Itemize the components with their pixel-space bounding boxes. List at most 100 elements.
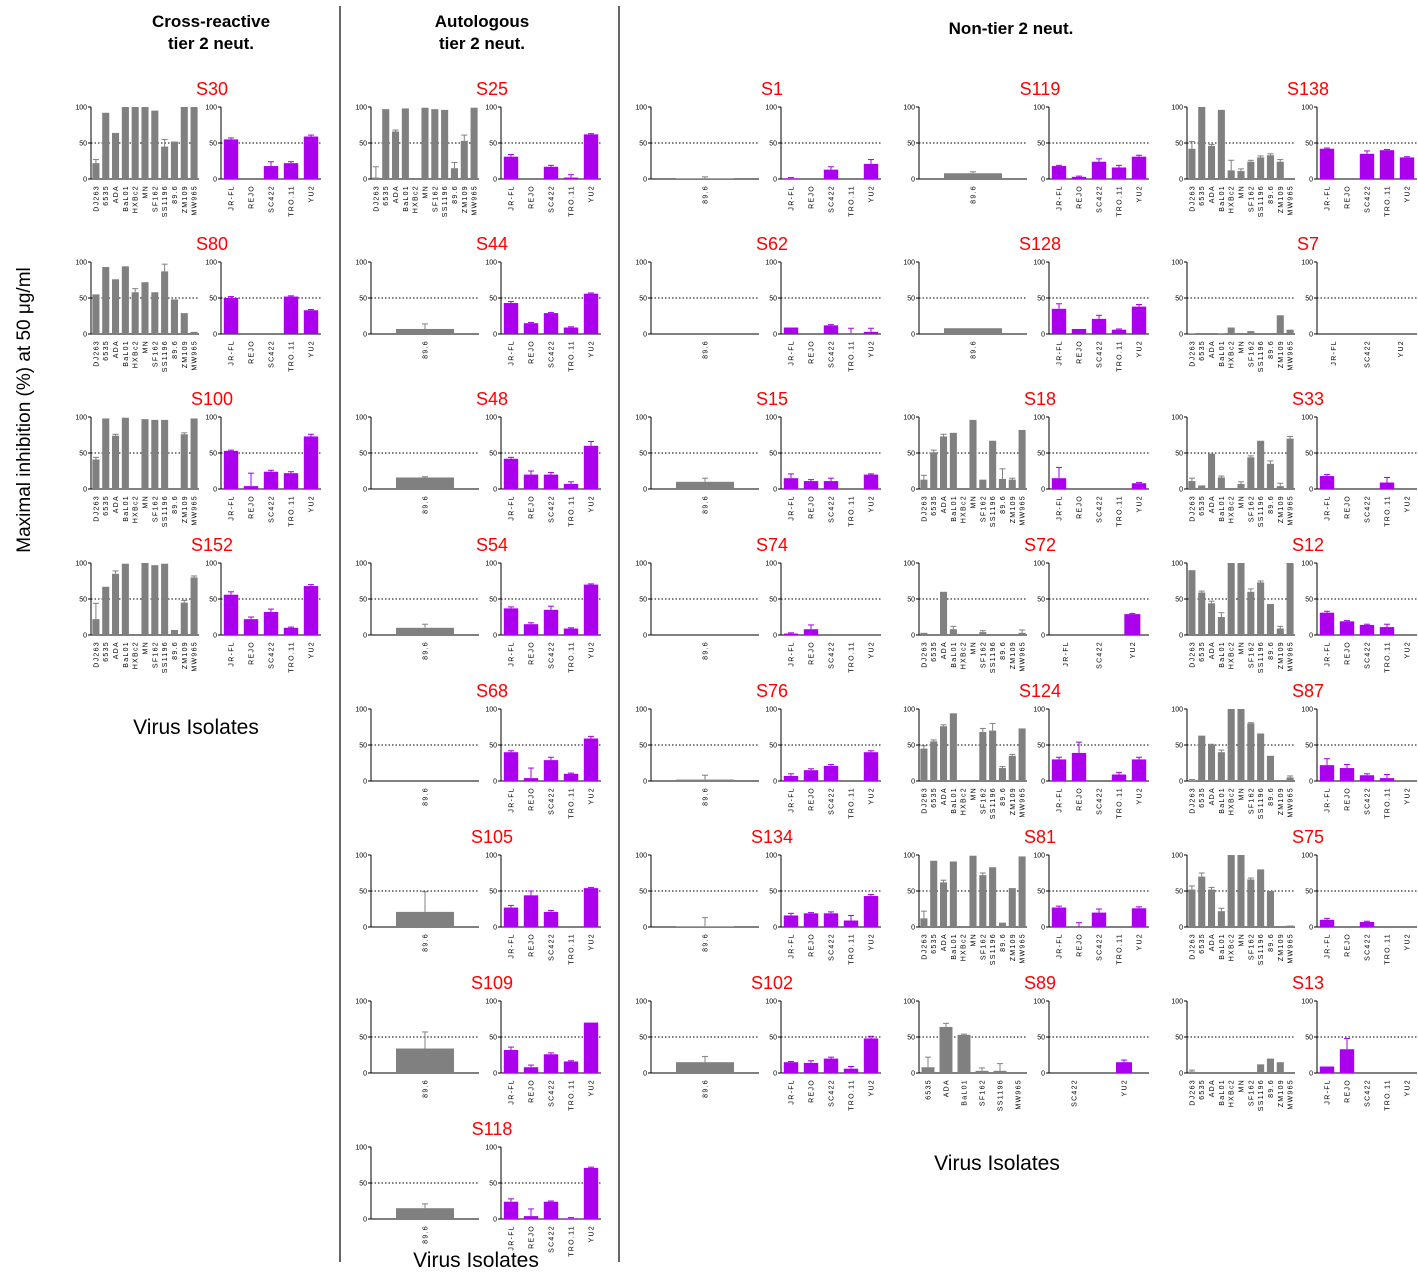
bar-s12-zm109 [1276, 628, 1284, 635]
bar-s44-yu2 [583, 293, 599, 334]
y-tick-label: 50 [359, 296, 367, 303]
bar-s89-ss1196 [993, 1070, 1007, 1073]
y-tick-label: 0 [643, 177, 647, 184]
x-tick-label: SC422 [549, 933, 556, 961]
group-title-autologous-line1: Autologous [435, 12, 529, 31]
y-tick-label: 0 [1179, 487, 1183, 494]
bar-s13-dj263 [1188, 1071, 1196, 1073]
x-tick-label: BaL01 [951, 641, 958, 668]
bar-s119-yu2 [1131, 156, 1147, 179]
y-tick-label: 50 [489, 1181, 497, 1188]
bar-s15-jr-fl [783, 478, 799, 489]
bar-s13-ss1196 [1257, 1064, 1265, 1073]
panel-s76: S76 0 50 100 89.6 0 50 100 JR-FL REJO SC422 TRO.11 Y… [635, 681, 881, 819]
x-tick-label: SC422 [549, 1225, 556, 1253]
x-tick-label: 89.6 [1268, 933, 1275, 952]
panel-title-s81: S81 [1024, 827, 1056, 847]
bar-s128-tro-11 [1111, 329, 1127, 334]
x-tick-label: SF162 [1248, 495, 1255, 522]
y-tick-label: 100 [635, 707, 647, 714]
x-tick-label: REJO [809, 641, 816, 665]
bar-s124-dj263 [920, 748, 928, 781]
y-tick-label: 50 [359, 597, 367, 604]
y-tick-label: 50 [1175, 296, 1183, 303]
x-tick-label: TRO.11 [289, 185, 296, 217]
x-tick-label: 6535 [1199, 495, 1206, 516]
y-tick-label: 100 [205, 260, 217, 267]
bar-s18-89-6 [998, 478, 1006, 489]
bar-s128-jr-fl [1051, 308, 1067, 334]
x-tick-label: REJO [1077, 340, 1084, 364]
bar-s7-zm109 [1276, 315, 1284, 334]
y-tick-label: 50 [1175, 743, 1183, 750]
x-tick-label: BaL01 [962, 1079, 969, 1106]
x-tick-label: TRO.11 [849, 933, 856, 965]
bar-s72-mw965 [1018, 632, 1026, 635]
bar-s30-mw965 [190, 107, 198, 179]
x-tick-label: MN [1239, 787, 1246, 801]
x-tick-label: YU2 [869, 185, 876, 203]
bar-s100-mw965 [190, 418, 198, 489]
x-tick-label: 89.6 [172, 185, 179, 204]
x-tick-label: ADA [941, 495, 948, 513]
bar-s81-sf162 [979, 875, 987, 927]
panel-title-s134: S134 [751, 827, 793, 847]
x-tick-label: SS1196 [998, 1079, 1005, 1111]
x-tick-label: BaL01 [123, 185, 130, 212]
x-tick-label: SF162 [1248, 1079, 1255, 1106]
bar-s30-ada [112, 132, 120, 179]
y-tick-label: 0 [773, 177, 777, 184]
bar-s76-89-6 [676, 779, 734, 781]
panel-s15: S15 0 50 100 89.6 0 50 100 JR-FL REJO SC422 TRO.11 Y… [635, 389, 881, 527]
bar-s25-ada [392, 131, 400, 179]
bar-s33-sf162 [1247, 457, 1255, 489]
x-tick-label: 89.6 [1268, 787, 1275, 806]
x-tick-label: JR-FL [1325, 185, 1332, 211]
y-tick-label: 0 [1309, 177, 1313, 184]
bar-s102-yu2 [863, 1038, 879, 1073]
x-tick-label: MW965 [1288, 185, 1295, 216]
x-tick-label: TRO.11 [1385, 185, 1392, 217]
bar-s12-89-6 [1266, 604, 1274, 635]
bar-s87-sf162 [1247, 723, 1255, 781]
x-tick-label: JR-FL [789, 495, 796, 521]
panel-title-s7: S7 [1297, 234, 1319, 254]
x-tick-label: DJ263 [1189, 933, 1196, 960]
bar-s75-89-6 [1266, 891, 1274, 927]
y-tick-label: 100 [1171, 707, 1183, 714]
x-tick-label: ADA [941, 641, 948, 659]
y-tick-label: 0 [1041, 332, 1045, 339]
y-tick-label: 50 [769, 141, 777, 148]
x-axis-label-non-tier2: Virus Isolates [934, 1152, 1060, 1175]
x-tick-label: SS1196 [162, 340, 169, 372]
x-tick-label: ADA [1209, 933, 1216, 951]
y-tick-label: 0 [213, 633, 217, 640]
panel-s48: S48 0 50 100 89.6 0 50 100 JR-FL REJO SC422 TRO.11 Y… [355, 389, 601, 527]
bar-s118-tro-11 [563, 1218, 579, 1219]
bar-s30-hxbc2 [131, 107, 139, 179]
bar-s109-89-6 [396, 1048, 454, 1073]
x-tick-label: 6535 [103, 185, 110, 206]
x-tick-label: TRO.11 [569, 185, 576, 217]
y-tick-label: 50 [359, 743, 367, 750]
x-tick-label: YU2 [1137, 340, 1144, 358]
y-tick-label: 100 [1301, 260, 1313, 267]
panel-s75: S75 0 50 100 DJ263 6535 ADA BaL01 HXBc2 MN SF162 SS… [1171, 827, 1417, 965]
y-tick-label: 50 [1037, 597, 1045, 604]
bar-s62-sc422 [823, 325, 839, 334]
y-tick-label: 100 [1301, 415, 1313, 422]
x-tick-label: 89.6 [423, 340, 430, 359]
x-tick-label: JR-FL [789, 933, 796, 959]
bar-s25-jr-fl [503, 156, 519, 179]
x-tick-label: TRO.11 [569, 641, 576, 673]
bar-s15-89-6 [676, 481, 734, 489]
x-tick-label: ADA [113, 185, 120, 203]
x-tick-label: JR-FL [509, 933, 516, 959]
y-tick-label: 50 [209, 451, 217, 458]
bar-s30-6535 [102, 112, 110, 179]
bar-s80-tro-11 [283, 296, 299, 334]
bar-s81-ss1196 [989, 867, 997, 927]
y-tick-label: 100 [205, 561, 217, 568]
x-tick-label: SC422 [549, 641, 556, 669]
